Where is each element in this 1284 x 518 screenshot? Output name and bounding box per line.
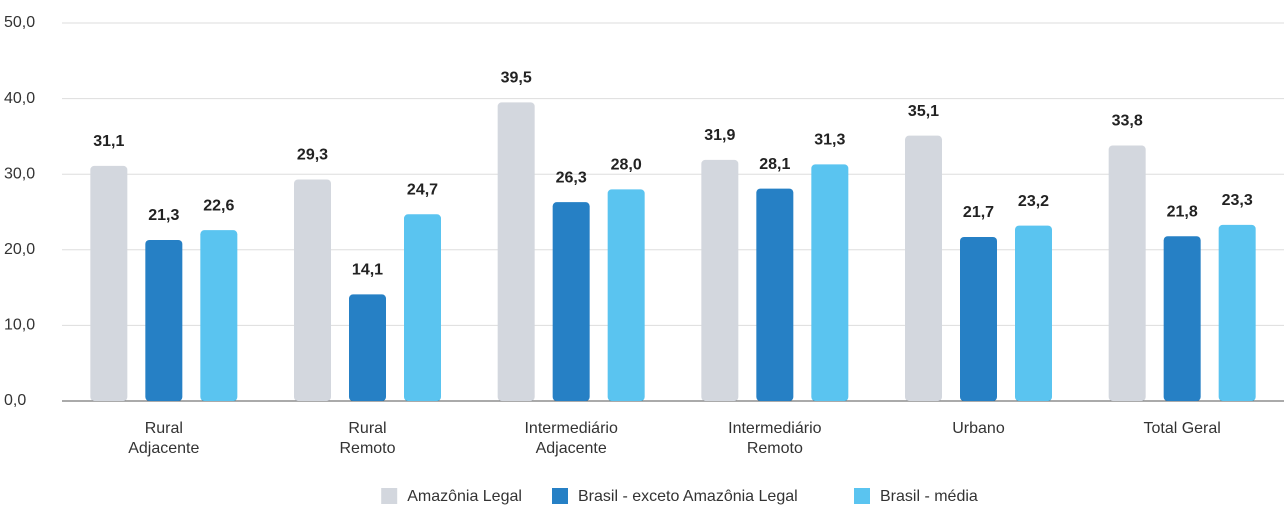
bar xyxy=(200,230,238,401)
value-label: 29,3 xyxy=(297,147,328,164)
x-tick-label: Remoto xyxy=(747,440,803,457)
y-tick-label: 20,0 xyxy=(4,241,35,258)
bar xyxy=(905,135,942,402)
value-label: 28,0 xyxy=(611,157,642,174)
x-tick-label: Adjacente xyxy=(536,440,607,457)
legend-label: Brasil - exceto Amazônia Legal xyxy=(578,488,798,505)
value-label: 21,7 xyxy=(963,204,994,221)
x-tick-label: Urbano xyxy=(952,420,1005,437)
bar xyxy=(1218,224,1256,401)
bar xyxy=(294,179,331,401)
value-label: 31,9 xyxy=(704,127,735,144)
y-tick-label: 0,0 xyxy=(4,392,26,409)
value-label: 14,1 xyxy=(352,262,383,279)
x-tick-label: Remoto xyxy=(339,440,395,457)
legend-label: Amazônia Legal xyxy=(407,488,522,505)
bar xyxy=(404,214,441,401)
value-label: 35,1 xyxy=(908,103,939,120)
value-label: 31,3 xyxy=(814,132,845,149)
bar xyxy=(90,165,128,401)
x-tick-label: Intermediário xyxy=(524,420,617,437)
value-label: 31,1 xyxy=(93,133,124,150)
bar xyxy=(607,189,645,401)
value-label: 23,3 xyxy=(1222,192,1253,209)
value-label: 23,2 xyxy=(1018,193,1049,210)
bar xyxy=(960,236,997,401)
x-tick-label: Rural xyxy=(145,420,183,437)
bar xyxy=(1163,236,1201,401)
value-label: 28,1 xyxy=(759,156,790,173)
y-tick-label: 40,0 xyxy=(4,90,35,107)
y-tick-label: 50,0 xyxy=(4,14,35,31)
y-tick-label: 30,0 xyxy=(4,165,35,182)
bar xyxy=(701,159,739,401)
bar xyxy=(1108,145,1146,401)
bar xyxy=(145,239,183,401)
x-tick-label: Rural xyxy=(348,420,386,437)
legend-label: Brasil - média xyxy=(880,488,978,505)
value-label: 24,7 xyxy=(407,181,438,198)
x-tick-label: Intermediário xyxy=(728,420,821,437)
value-label: 22,6 xyxy=(203,197,234,214)
value-label: 21,8 xyxy=(1167,203,1198,220)
legend-swatch xyxy=(552,488,568,504)
x-tick-label: Adjacente xyxy=(128,440,199,457)
bar xyxy=(811,164,849,401)
legend-swatch xyxy=(381,488,398,504)
bar xyxy=(497,102,535,401)
value-label: 39,5 xyxy=(501,70,532,87)
legend-swatch xyxy=(854,488,870,504)
bar xyxy=(756,188,794,401)
bar xyxy=(552,202,590,401)
x-tick-label: Total Geral xyxy=(1143,420,1220,437)
value-label: 21,3 xyxy=(148,207,179,224)
y-tick-label: 10,0 xyxy=(4,317,35,334)
value-label: 33,8 xyxy=(1112,113,1143,130)
bar xyxy=(1015,225,1052,401)
value-label: 26,3 xyxy=(556,169,587,186)
bar xyxy=(349,294,386,401)
